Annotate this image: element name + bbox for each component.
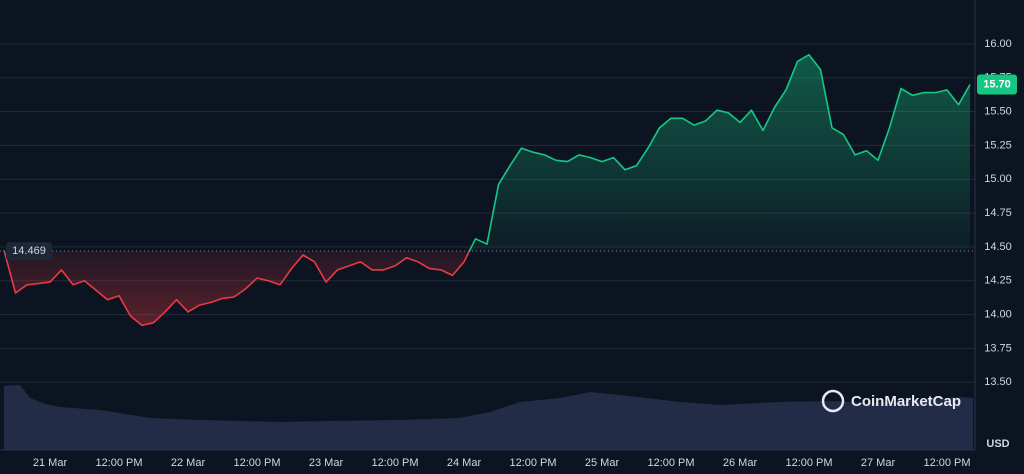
x-tick-label: 12:00 PM <box>647 457 694 469</box>
y-tick-label: 14.50 <box>984 241 1012 253</box>
volume-area <box>4 385 973 450</box>
price-tag <box>977 74 1017 95</box>
x-tick-label: 12:00 PM <box>509 457 556 469</box>
x-tick-label: 12:00 PM <box>371 457 418 469</box>
price-tag-label: 15.70 <box>983 78 1011 90</box>
x-tick-label: 21 Mar <box>33 457 68 469</box>
x-tick-label: 12:00 PM <box>233 457 280 469</box>
watermark-text: CoinMarketCap <box>851 393 961 410</box>
y-tick-label: 14.00 <box>984 309 1012 321</box>
y-tick-label: 15.25 <box>984 139 1012 151</box>
x-tick-label: 26 Mar <box>723 457 758 469</box>
x-tick-label: 12:00 PM <box>923 457 970 469</box>
y-tick-label: 13.50 <box>984 376 1012 388</box>
baseline-tag <box>6 242 52 261</box>
y-tick-label: 15.50 <box>984 105 1012 117</box>
x-tick-label: 23 Mar <box>309 457 344 469</box>
y-unit: USD <box>986 438 1009 450</box>
x-tick-label: 12:00 PM <box>95 457 142 469</box>
x-tick-label: 27 Mar <box>861 457 896 469</box>
x-tick-label: 12:00 PM <box>785 457 832 469</box>
y-tick-label: 13.75 <box>984 342 1012 354</box>
x-tick-label: 22 Mar <box>171 457 206 469</box>
baseline-label: 14.469 <box>12 245 46 257</box>
y-tick-label: 15.00 <box>984 173 1012 185</box>
y-tick-label: 14.75 <box>984 207 1012 219</box>
y-tick-label: 14.25 <box>984 275 1012 287</box>
x-tick-label: 24 Mar <box>447 457 482 469</box>
y-tick-label: 16.00 <box>984 38 1012 50</box>
watermark-logo <box>821 389 845 413</box>
price-area <box>4 54 970 326</box>
watermark: CoinMarketCap <box>821 389 961 413</box>
price-line <box>3 53 971 327</box>
x-tick-label: 25 Mar <box>585 457 620 469</box>
